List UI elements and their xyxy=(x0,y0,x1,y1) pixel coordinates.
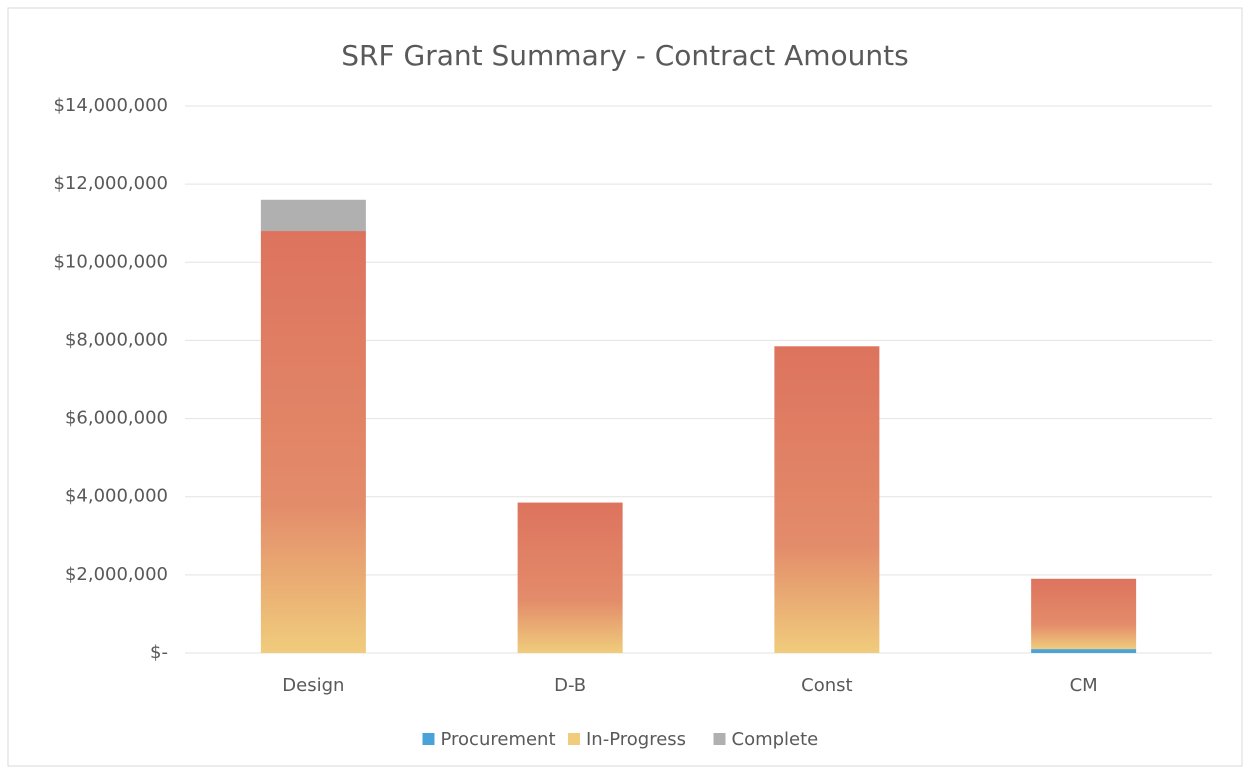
bar-segment xyxy=(260,231,366,653)
legend-swatch xyxy=(713,733,726,745)
bar-segment xyxy=(1031,649,1137,653)
bar-segment xyxy=(260,199,366,232)
chart-title: SRF Grant Summary - Contract Amounts xyxy=(341,39,908,72)
legend-label: Procurement xyxy=(441,729,556,750)
y-tick-label: $6,000,000 xyxy=(65,408,168,429)
x-tick-label: Design xyxy=(282,675,344,696)
y-tick-label: $8,000,000 xyxy=(65,329,168,350)
y-tick-label: $10,000,000 xyxy=(53,251,168,272)
y-tick-label: $2,000,000 xyxy=(65,564,168,585)
legend-label: Complete xyxy=(732,729,819,750)
y-tick-label: $4,000,000 xyxy=(65,486,168,507)
legend-label: In-Progress xyxy=(586,729,686,750)
bar-segment xyxy=(1031,578,1137,650)
y-tick-label: $14,000,000 xyxy=(53,95,168,116)
x-tick-label: D-B xyxy=(554,675,586,696)
x-tick-label: Const xyxy=(801,675,852,696)
legend-swatch xyxy=(422,733,435,745)
legend-swatch xyxy=(568,733,580,745)
bar-segment xyxy=(774,346,880,653)
y-tick-label: $- xyxy=(150,642,168,663)
x-tick-label: CM xyxy=(1070,675,1098,696)
bar-segment xyxy=(517,502,623,653)
y-tick-label: $12,000,000 xyxy=(53,173,168,194)
